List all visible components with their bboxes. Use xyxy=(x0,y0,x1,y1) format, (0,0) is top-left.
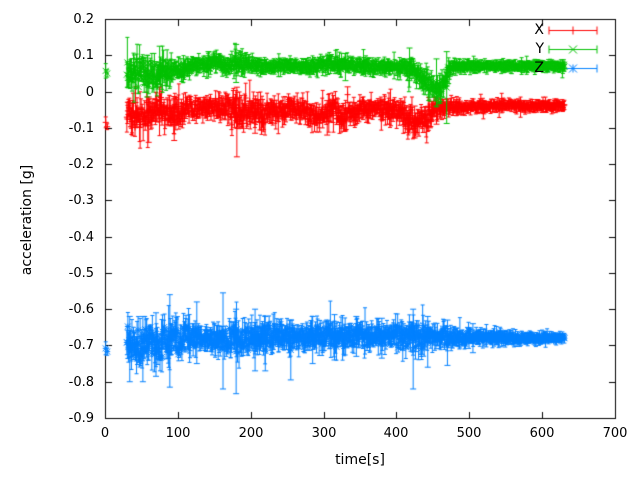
x-tick-label: 0 xyxy=(100,426,110,441)
y-tick-label: -0.8 xyxy=(68,375,94,390)
x-tick-label: 600 xyxy=(529,426,555,441)
y-tick-label: -0.2 xyxy=(68,157,94,172)
y-tick-label: -0.5 xyxy=(68,266,94,281)
x-tick-label: 300 xyxy=(311,426,337,441)
x-tick-label: 200 xyxy=(238,426,264,441)
x-tick-label: 500 xyxy=(456,426,482,441)
y-tick-label: 0 xyxy=(85,85,94,100)
y-tick-label: -0.6 xyxy=(68,302,94,317)
y-tick-label: -0.7 xyxy=(68,338,94,353)
y-tick-label: -0.9 xyxy=(68,411,94,426)
x-tick-label: 400 xyxy=(383,426,409,441)
y-tick-label: -0.4 xyxy=(68,230,94,245)
y-tick-label: -0.1 xyxy=(68,121,94,136)
y-tick-label: -0.3 xyxy=(68,193,94,208)
y-tick-label: 0.2 xyxy=(73,12,94,27)
legend-label-z: Z xyxy=(534,60,544,76)
x-tick-label: 700 xyxy=(602,426,628,441)
legend-label-y: Y xyxy=(535,41,544,57)
x-tick-label: 100 xyxy=(165,426,191,441)
x-axis-title: time[s] xyxy=(335,452,385,468)
y-tick-label: 0.1 xyxy=(73,48,94,63)
legend-label-x: X xyxy=(534,22,544,38)
y-axis-title: acceleration [g] xyxy=(19,164,35,276)
